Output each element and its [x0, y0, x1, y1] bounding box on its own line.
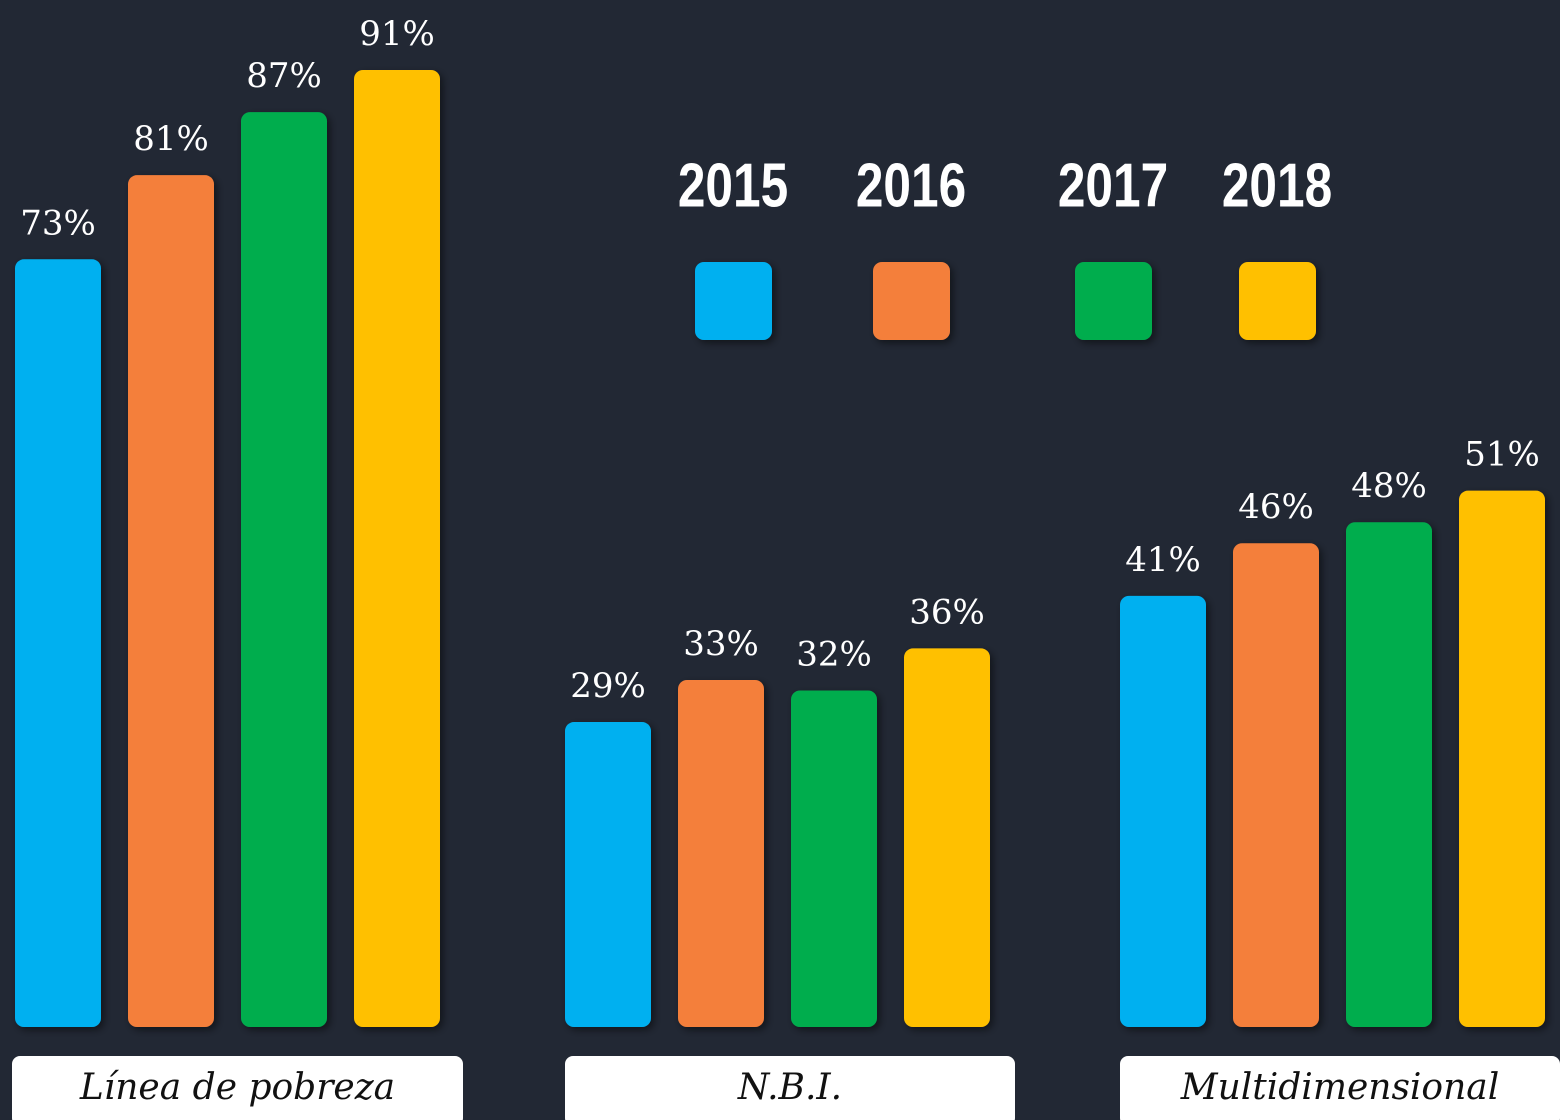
value-label: 91% [359, 14, 435, 54]
legend-swatch [1239, 262, 1316, 340]
bar [565, 722, 651, 1027]
category-label: Línea de pobreza [79, 1067, 395, 1108]
value-label: 36% [909, 592, 985, 632]
bar [128, 175, 214, 1027]
value-label: 29% [570, 666, 646, 706]
value-label: 48% [1351, 466, 1427, 506]
value-label: 51% [1464, 435, 1540, 475]
category-box [1120, 1056, 1560, 1120]
bar [791, 690, 877, 1027]
category-box [12, 1056, 463, 1120]
bar [15, 259, 101, 1027]
legend-label: 2015 [678, 150, 788, 220]
category-label: N.B.I. [737, 1067, 842, 1108]
bar [1233, 543, 1319, 1027]
legend-swatch [873, 262, 950, 340]
legend-label: 2017 [1058, 150, 1168, 220]
legend-swatch [695, 262, 772, 340]
value-label: 46% [1238, 487, 1314, 527]
bar [904, 648, 990, 1027]
legend-label: 2016 [856, 150, 966, 220]
legend-swatch [1075, 262, 1152, 340]
bar [1459, 490, 1545, 1028]
value-label: 32% [796, 634, 872, 674]
bar [1346, 522, 1432, 1027]
bar [241, 112, 327, 1028]
value-label: 73% [20, 203, 96, 243]
value-label: 81% [133, 119, 209, 159]
value-label: 87% [246, 56, 322, 96]
value-label: 41% [1125, 540, 1201, 580]
bar [678, 679, 764, 1027]
bar [1120, 595, 1206, 1027]
category-label: Multidimensional [1180, 1067, 1500, 1108]
bar [354, 70, 440, 1027]
legend-label: 2018 [1222, 150, 1332, 220]
value-label: 33% [683, 624, 759, 664]
category-box [565, 1056, 1015, 1120]
